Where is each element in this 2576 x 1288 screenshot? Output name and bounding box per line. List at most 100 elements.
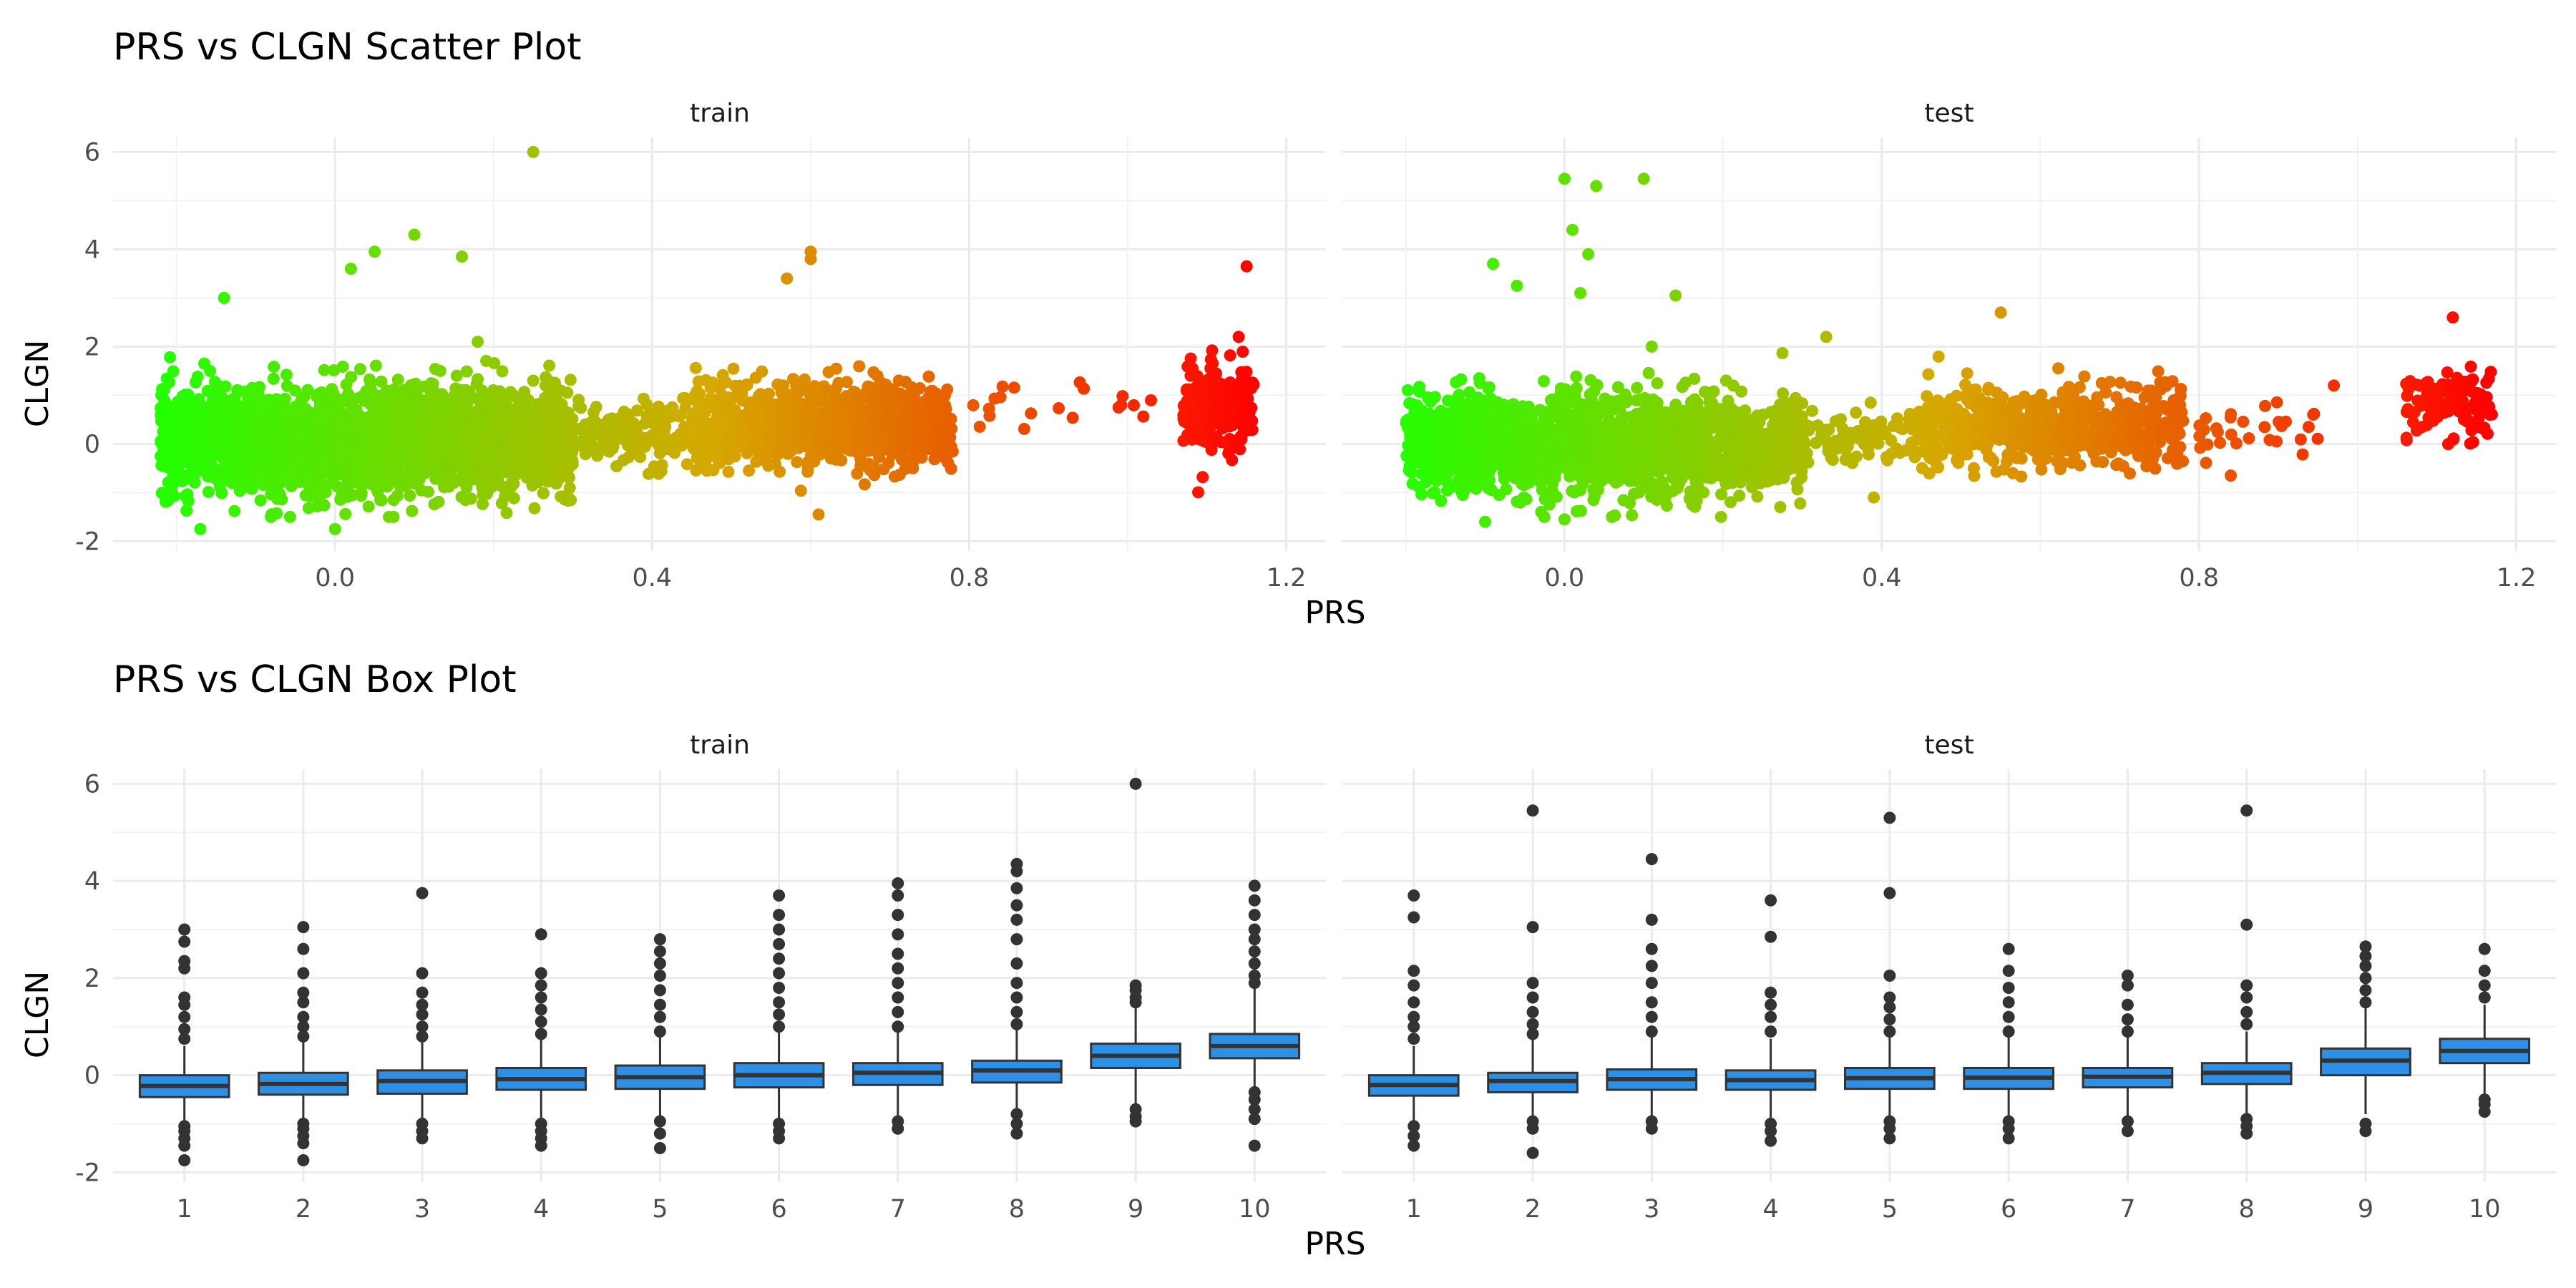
scatter-point	[1224, 349, 1236, 362]
scatter-point	[391, 374, 404, 386]
scatter-point	[673, 410, 686, 423]
scatter-point	[942, 436, 955, 449]
scatter-point	[540, 371, 552, 384]
scatter-strip-train: train	[690, 99, 750, 128]
x-tick-label-test: 1.2	[2497, 564, 2537, 592]
scatter-point	[218, 291, 230, 304]
x-tick-label-test: 0.4	[1862, 564, 1902, 592]
scatter-point	[353, 426, 366, 439]
scatter-point	[166, 434, 179, 447]
scatter-point	[733, 440, 746, 453]
scatter-point	[182, 400, 195, 413]
scatter-point	[155, 389, 167, 401]
scatter-point	[1180, 384, 1193, 397]
scatter-point	[235, 421, 248, 434]
scatter-point	[442, 427, 454, 440]
scatter-strip-test: test	[1924, 99, 1974, 128]
scatter-point	[723, 431, 736, 444]
scatter-point	[353, 443, 366, 456]
scatter-point	[812, 508, 825, 521]
scatter-point	[1445, 395, 1458, 408]
scatter-point	[555, 401, 568, 414]
scatter-point	[192, 393, 205, 406]
scatter-point	[967, 399, 980, 411]
scatter-point	[898, 436, 911, 449]
scatter-point	[374, 494, 386, 507]
scatter-point	[1409, 409, 1422, 422]
scatter-y-axis-label: CLGN	[19, 340, 56, 427]
scatter-point	[899, 389, 912, 402]
scatter-point	[342, 436, 355, 449]
y-tick-label: 0	[84, 430, 100, 459]
scatter-point	[393, 449, 406, 462]
scatter-point	[1550, 456, 1563, 469]
scatter-point	[170, 467, 183, 480]
scatter-point	[1215, 436, 1228, 449]
scatter-point	[1794, 497, 1807, 510]
scatter-point	[1066, 411, 1079, 424]
scatter-point	[1776, 347, 1789, 359]
scatter-point	[689, 361, 702, 374]
scatter-point	[303, 473, 316, 486]
scatter-point	[328, 469, 341, 482]
scatter-point	[494, 437, 507, 450]
scatter-point	[181, 469, 194, 482]
scatter-point	[316, 386, 328, 399]
scatter-point	[189, 376, 202, 389]
scatter-point	[764, 433, 777, 446]
scatter-point	[1724, 496, 1737, 509]
scatter-point	[1500, 483, 1513, 496]
scatter-point	[1644, 483, 1657, 496]
scatter-point	[618, 433, 630, 446]
scatter-point	[1568, 486, 1581, 499]
scatter-point	[1209, 391, 1221, 404]
scatter-point	[328, 522, 341, 535]
scatter-point	[274, 458, 287, 471]
scatter-point	[298, 391, 311, 404]
scatter-point	[722, 453, 735, 466]
scatter-point	[828, 395, 841, 408]
scatter-point	[508, 441, 521, 454]
scatter-point	[375, 375, 388, 388]
scatter-point	[430, 435, 443, 448]
scatter-point	[791, 456, 804, 469]
scatter-point	[994, 391, 1007, 404]
scatter-point	[167, 413, 180, 426]
scatter-point	[353, 363, 366, 376]
scatter-point	[497, 388, 510, 401]
scatter-point	[443, 480, 455, 493]
scatter-point	[716, 369, 729, 381]
scatter-point	[1220, 416, 1233, 429]
scatter-point	[1606, 510, 1619, 523]
scatter-point	[224, 431, 237, 444]
scatter-point	[308, 489, 321, 501]
scatter-point	[1636, 418, 1649, 430]
scatter-point	[270, 488, 283, 501]
scatter-point	[557, 467, 570, 479]
scatter-point	[1078, 382, 1091, 395]
scatter-point	[563, 482, 576, 494]
scatter-point	[1689, 415, 1702, 428]
scatter-point	[263, 423, 276, 436]
scatter-point	[559, 421, 572, 434]
scatter-point	[394, 387, 407, 400]
scatter-point	[1232, 331, 1245, 343]
scatter-point	[311, 436, 323, 449]
x-tick-label-train: 0.8	[950, 564, 990, 592]
scatter-point	[411, 457, 424, 470]
scatter-point	[480, 457, 493, 469]
scatter-point	[537, 487, 550, 499]
scatter-point	[1128, 399, 1140, 411]
scatter-point	[819, 415, 832, 427]
scatter-point	[254, 494, 267, 507]
scatter-point	[1221, 403, 1234, 416]
scatter-point	[522, 394, 535, 406]
scatter-point	[941, 421, 954, 434]
scatter-point	[263, 396, 276, 409]
scatter-point	[822, 366, 835, 379]
scatter-point	[653, 467, 665, 480]
scatter-point	[1621, 393, 1634, 406]
scatter-point	[809, 443, 822, 456]
scatter-point	[318, 364, 331, 376]
